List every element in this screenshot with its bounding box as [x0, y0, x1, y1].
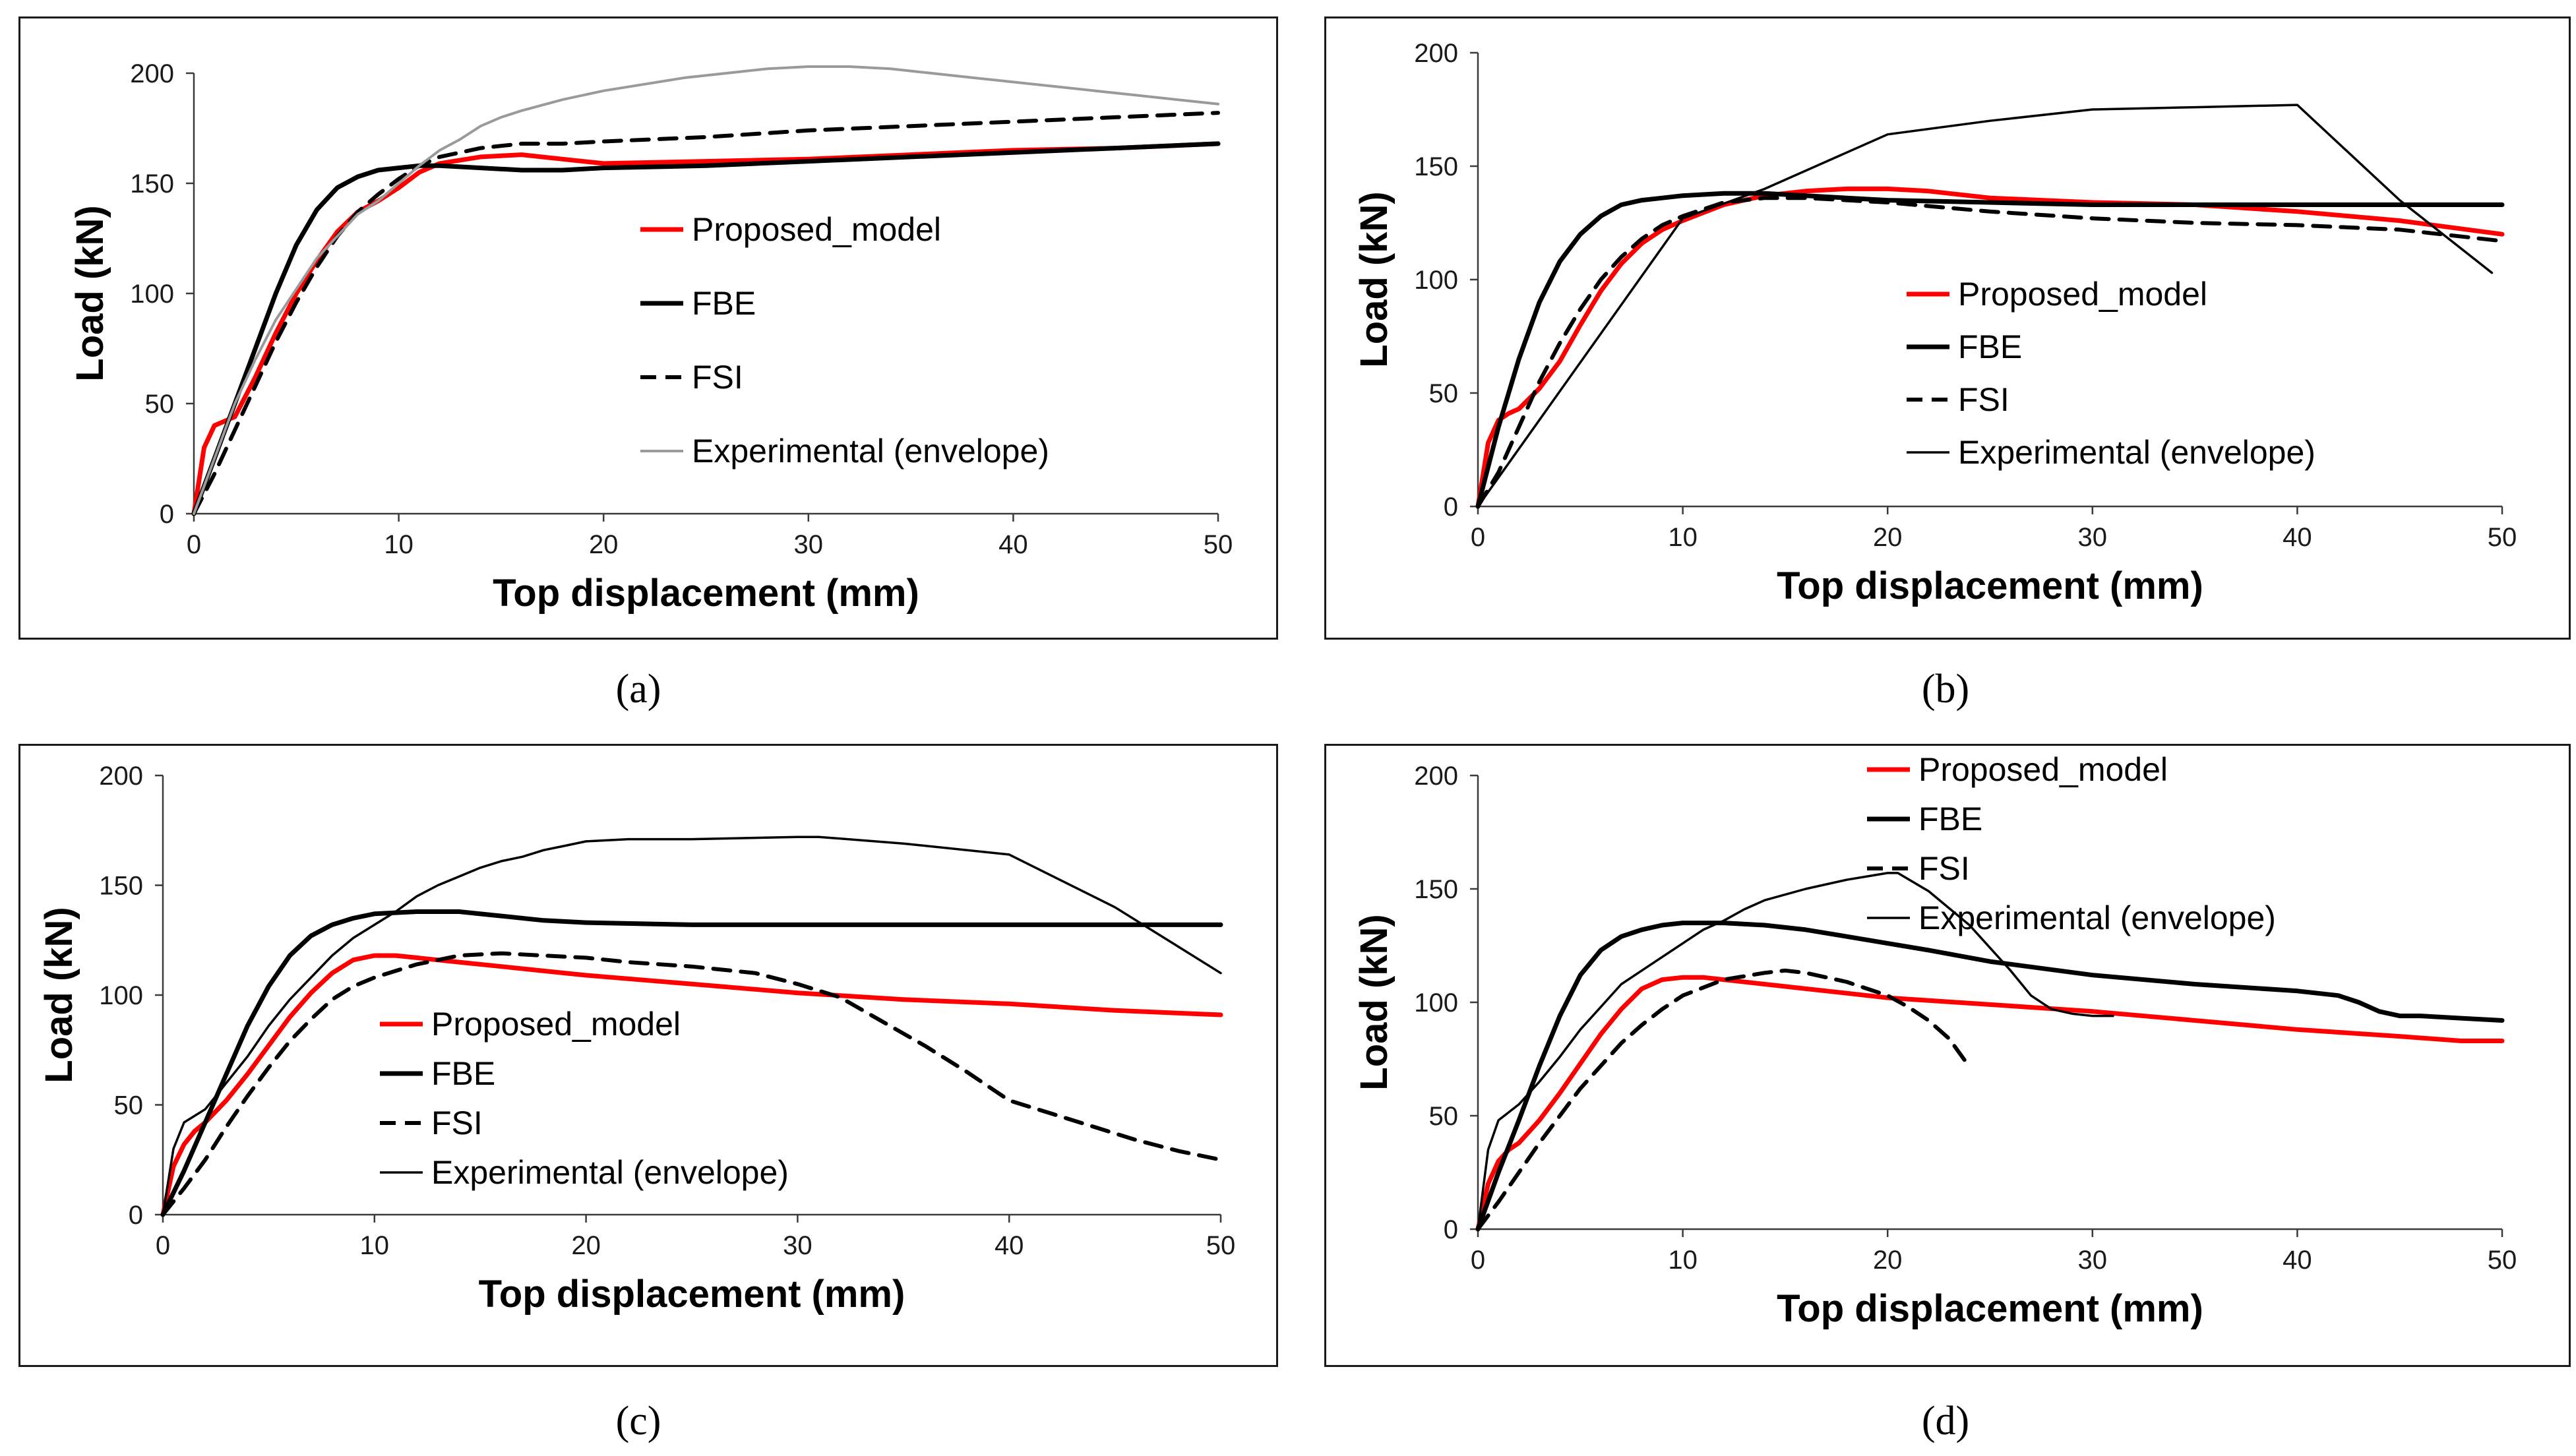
x-tick-label: 0 — [156, 1231, 170, 1260]
y-tick-label: 0 — [1444, 493, 1458, 522]
y-tick-label: 50 — [114, 1091, 144, 1120]
caption-a-text: (a) — [615, 667, 661, 712]
caption-a: (a) — [506, 666, 770, 713]
y-tick-label: 150 — [130, 169, 174, 198]
chart-c-svg: 0 10 20 30 40 50 0 50 100 150 200 Top displacement … — [38, 762, 1236, 1316]
x-axis-title: Top displacement (mm) — [493, 572, 919, 615]
legend-label: Experimental (envelope) — [431, 1154, 789, 1191]
x-tick-label: 30 — [783, 1231, 813, 1260]
y-tick-label: 100 — [1414, 988, 1458, 1017]
series-line-experimental-envelope — [1477, 872, 2114, 1230]
legend-label: FBE — [692, 285, 756, 322]
y-tick-label: 150 — [1414, 152, 1458, 181]
legend-label: FBE — [1918, 801, 1982, 837]
x-axis-title: Top displacement (mm) — [1777, 1287, 2203, 1330]
caption-d-text: (d) — [1921, 1399, 1970, 1443]
legend-label: Experimental (envelope) — [1918, 899, 2276, 936]
x-tick-label: 20 — [571, 1231, 601, 1260]
x-tick-label: 10 — [360, 1231, 390, 1260]
caption-c: (c) — [506, 1398, 770, 1445]
x-tick-label: 0 — [1471, 1246, 1485, 1275]
legend-label: Proposed_model — [1918, 751, 2168, 788]
caption-b: (b) — [1814, 666, 2077, 713]
series-line-experimental-envelope — [193, 65, 1219, 515]
x-tick-label: 30 — [2078, 523, 2108, 552]
caption-d: (d) — [1814, 1398, 2077, 1445]
y-tick-label: 200 — [1414, 39, 1458, 68]
caption-b-text: (b) — [1921, 667, 1970, 712]
x-tick-label: 50 — [1206, 1231, 1236, 1260]
x-tick-label: 50 — [2488, 1246, 2517, 1275]
x-tick-label: 10 — [384, 530, 414, 559]
y-tick-label: 200 — [130, 59, 174, 88]
y-tick-label: 150 — [1414, 875, 1458, 904]
x-tick-label: 20 — [1873, 1246, 1903, 1275]
caption-c-text: (c) — [615, 1399, 661, 1443]
series-line-fsi — [1476, 968, 1968, 1231]
legend-label: FSI — [692, 359, 743, 396]
y-axis-title: Load (kN) — [1353, 914, 1395, 1090]
x-tick-label: 20 — [1873, 523, 1903, 552]
y-tick-label: 200 — [1414, 762, 1458, 791]
y-axis-title: Load (kN) — [1353, 191, 1395, 367]
legend-label: FBE — [431, 1055, 495, 1092]
legend-label: Experimental (envelope) — [692, 433, 1049, 470]
series-line-experimental-envelope — [1477, 104, 2494, 508]
x-tick-label: 0 — [1471, 523, 1485, 552]
y-axis-title: Load (kN) — [69, 205, 111, 381]
chart-panel-b: 0 10 20 30 40 50 0 50 100 150 200 Top displacement … — [1324, 16, 2571, 640]
y-tick-label: 100 — [99, 981, 143, 1010]
series-line-fbe — [1475, 921, 2505, 1232]
x-tick-label: 30 — [794, 530, 824, 559]
y-tick-label: 50 — [1429, 1102, 1459, 1131]
series-line-fsi — [161, 951, 1223, 1217]
legend-label: Proposed_model — [431, 1006, 681, 1043]
legend-label: Experimental (envelope) — [1958, 434, 2315, 471]
x-tick-label: 20 — [589, 530, 619, 559]
y-tick-label: 50 — [1429, 379, 1459, 408]
legend-label: Proposed_model — [692, 211, 941, 248]
y-tick-label: 150 — [99, 872, 143, 901]
legend-label: Proposed_model — [1958, 276, 2207, 313]
y-tick-label: 0 — [1444, 1215, 1458, 1244]
x-tick-label: 10 — [1668, 523, 1698, 552]
x-axis-title: Top displacement (mm) — [1777, 564, 2203, 607]
chart-panel-c: 0 10 20 30 40 50 0 50 100 150 200 Top displacement … — [18, 744, 1278, 1367]
series-line-experimental-envelope — [162, 835, 1222, 1216]
x-tick-label: 50 — [2488, 523, 2517, 552]
x-tick-label: 40 — [998, 530, 1028, 559]
x-tick-label: 50 — [1204, 530, 1233, 559]
series-line-fbe — [1475, 191, 2505, 509]
x-axis-title: Top displacement (mm) — [479, 1273, 905, 1316]
chart-panel-a: 0 10 20 30 40 50 0 50 100 150 200 Top displacement … — [18, 16, 1278, 640]
y-axis-title: Load (kN) — [38, 907, 80, 1083]
y-tick-label: 50 — [145, 390, 175, 419]
chart-b-svg: 0 10 20 30 40 50 0 50 100 150 200 Top displacement … — [1353, 39, 2517, 607]
x-tick-label: 40 — [2283, 1246, 2312, 1275]
legend-label: FSI — [1918, 850, 1970, 887]
y-tick-label: 100 — [130, 280, 174, 309]
series-line-proposed-model — [1475, 975, 2505, 1232]
y-tick-label: 100 — [1414, 266, 1458, 295]
legend-label: FSI — [1958, 381, 2009, 418]
legend-label: FSI — [431, 1105, 483, 1141]
chart-a-svg: 0 10 20 30 40 50 0 50 100 150 200 Top displacement … — [69, 59, 1233, 615]
x-tick-label: 40 — [995, 1231, 1024, 1260]
x-tick-label: 0 — [187, 530, 201, 559]
x-tick-label: 10 — [1668, 1246, 1698, 1275]
chart-d-svg: 0 10 20 30 40 50 0 50 100 150 200 Top displacement … — [1353, 751, 2517, 1330]
y-tick-label: 0 — [160, 500, 174, 529]
x-tick-label: 40 — [2283, 523, 2312, 552]
y-tick-label: 200 — [99, 762, 143, 791]
y-tick-label: 0 — [129, 1201, 143, 1230]
chart-panel-d: 0 10 20 30 40 50 0 50 100 150 200 Top displacement … — [1324, 744, 2571, 1367]
legend-label: FBE — [1958, 328, 2022, 365]
x-tick-label: 30 — [2078, 1246, 2108, 1275]
